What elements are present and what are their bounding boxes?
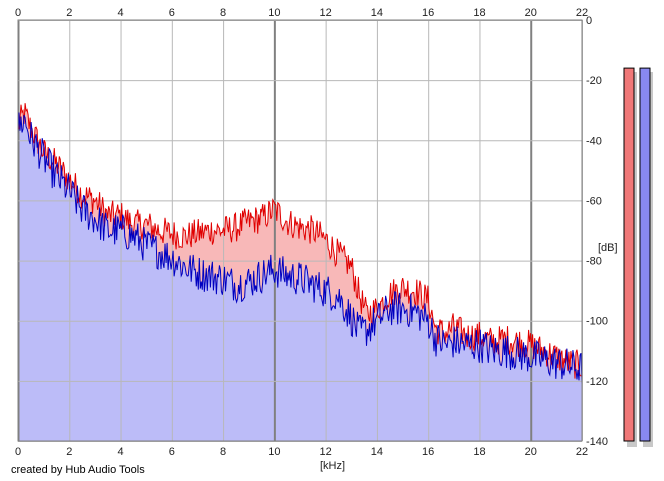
y-unit-label: [dB] <box>598 242 618 254</box>
plot-frame <box>17 19 583 442</box>
y-tick-label: 0 <box>586 15 592 27</box>
x-tick-label-top: 4 <box>117 7 123 19</box>
x-tick-label-top: 12 <box>320 7 332 19</box>
y-tick-label: -100 <box>586 316 608 328</box>
y-tick-label: -80 <box>586 256 602 268</box>
credit-text: created by Hub Audio Tools <box>11 464 145 476</box>
x-tick-label-top: 8 <box>220 7 226 19</box>
x-tick-label-bottom: 14 <box>371 446 383 458</box>
right-channel-line <box>17 112 583 385</box>
y-tick-labels: 0 -20 -40 -60 -80 -100 -120 -140 <box>586 15 608 448</box>
spectrum-line-layer <box>17 103 583 385</box>
x-tick-label-bottom: 16 <box>422 446 434 458</box>
x-tick-label-top: 16 <box>422 7 434 19</box>
x-tick-labels-top: 0 2 4 6 8 10 12 14 16 18 20 22 <box>15 7 588 19</box>
level-meter-left <box>623 67 637 447</box>
x-tick-label-top: 10 <box>268 7 280 19</box>
y-tick-label: -40 <box>586 135 602 147</box>
spectrum-fill-layer <box>18 103 582 441</box>
x-tick-label-top: 6 <box>169 7 175 19</box>
x-tick-label-bottom: 4 <box>117 446 123 458</box>
y-tick-label: -60 <box>586 195 602 207</box>
meter-right-bar <box>639 67 651 442</box>
x-tick-label-bottom: 20 <box>525 446 537 458</box>
x-tick-label-bottom: 10 <box>268 446 280 458</box>
x-tick-label-top: 14 <box>371 7 383 19</box>
y-tick-label: -140 <box>586 436 608 448</box>
x-tick-label-top: 2 <box>66 7 72 19</box>
x-tick-labels-bottom: 0 2 4 6 8 10 12 14 16 18 20 22 <box>15 446 588 458</box>
x-unit-label: [kHz] <box>320 460 345 472</box>
y-tick-label: -120 <box>586 376 608 388</box>
x-tick-label-top: 0 <box>15 7 21 19</box>
x-tick-label-bottom: 22 <box>576 446 588 458</box>
x-tick-label-top: 18 <box>473 7 485 19</box>
x-tick-label-bottom: 8 <box>220 446 226 458</box>
x-tick-label-bottom: 18 <box>473 446 485 458</box>
x-tick-label-bottom: 2 <box>66 446 72 458</box>
left-channel-line <box>17 103 583 379</box>
level-meter-right <box>639 67 653 447</box>
x-tick-label-top: 22 <box>576 7 588 19</box>
meter-left-bar <box>623 67 635 442</box>
right-channel-fill <box>18 112 582 441</box>
x-tick-label-top: 20 <box>525 7 537 19</box>
x-tick-label-bottom: 0 <box>15 446 21 458</box>
y-tick-label: -20 <box>586 75 602 87</box>
x-tick-label-bottom: 6 <box>169 446 175 458</box>
x-tick-label-bottom: 12 <box>320 446 332 458</box>
